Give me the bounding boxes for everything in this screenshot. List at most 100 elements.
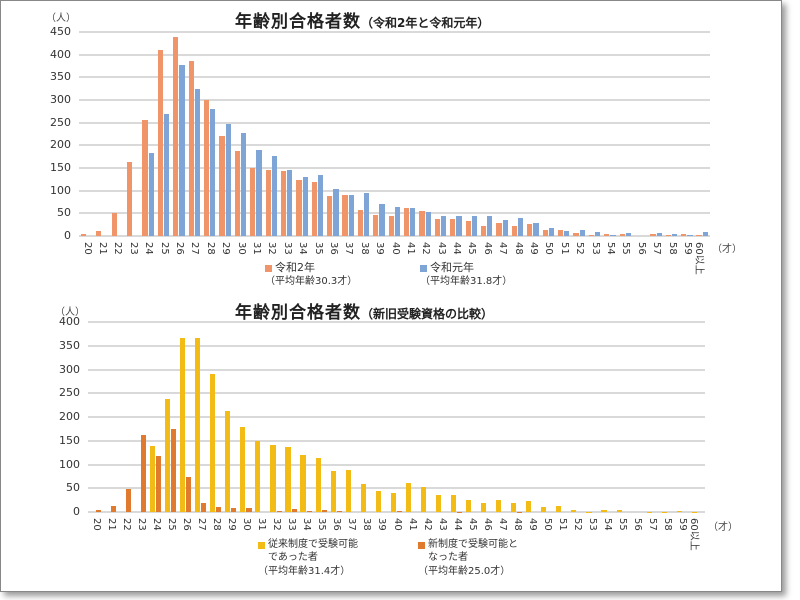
legend-swatch-icon (265, 264, 272, 272)
x-unit-label: （才） (708, 522, 738, 533)
legend-swatch-icon (258, 541, 265, 549)
x-tick-label: 59 (677, 518, 689, 531)
gridline (79, 99, 710, 101)
gridline (88, 463, 705, 466)
bar (111, 213, 117, 236)
bar (210, 108, 216, 236)
legend-series-1: 令和2年 （平均年齢30.3才） (265, 261, 358, 287)
gridline (88, 487, 705, 490)
x-tick-label: 20 (90, 518, 102, 531)
bar (256, 149, 262, 236)
gridline (79, 121, 710, 124)
bar (481, 502, 487, 512)
x-tick-label: 44 (451, 518, 463, 531)
x-tick-label: 46 (481, 518, 493, 531)
bar (646, 511, 652, 513)
x-tick-label: 48 (511, 518, 523, 531)
bar (375, 490, 381, 512)
bar (270, 445, 276, 512)
bar (594, 232, 601, 236)
y-tick-label: 150 (50, 161, 71, 174)
bar (179, 64, 185, 236)
bar (95, 509, 102, 512)
bar (306, 511, 312, 513)
y-tick-label: 150 (59, 433, 80, 447)
bar (390, 492, 396, 512)
y-tick-label: 0 (73, 505, 80, 518)
x-tick-label: 60以上 (688, 518, 700, 551)
bar (542, 229, 548, 236)
bar (441, 216, 447, 236)
y-tick-label: 50 (66, 481, 80, 495)
x-tick-label: 36 (331, 518, 343, 531)
bar (96, 230, 102, 236)
bar (396, 511, 402, 513)
x-tick-label: 35 (316, 518, 328, 531)
x-tick-label: 49 (526, 518, 538, 531)
bar (456, 215, 462, 236)
bar (526, 500, 532, 512)
y-tick-label: 300 (59, 362, 80, 376)
x-unit-label: （才） (712, 244, 742, 255)
bar (465, 220, 471, 236)
bar (321, 510, 327, 512)
bar (296, 180, 302, 236)
bar (141, 434, 147, 512)
x-tick-label: 45 (466, 518, 478, 531)
x-tick-label: 26 (180, 518, 192, 531)
bar (148, 153, 154, 236)
gridline (79, 144, 710, 147)
bar (518, 217, 524, 236)
bar (317, 174, 324, 236)
x-tick-label: 31 (256, 518, 268, 531)
x-tick-label: 37 (346, 518, 358, 531)
x-tick-label: 57 (647, 518, 659, 531)
bar (511, 226, 517, 236)
bar (457, 511, 463, 513)
y-tick-label: 450 (50, 25, 71, 38)
bar (333, 188, 339, 236)
bar (556, 506, 562, 512)
gridline (79, 235, 710, 237)
bar (231, 508, 237, 512)
gridline (79, 189, 710, 192)
gridline (79, 31, 710, 33)
bar (681, 234, 687, 236)
bar (285, 447, 291, 512)
x-tick-label: 22 (120, 518, 132, 531)
bar (517, 511, 523, 513)
x-tick-label: 54 (602, 518, 614, 531)
y-tick-label: 200 (59, 410, 80, 423)
bar (188, 61, 194, 236)
bar (471, 215, 478, 236)
bar (195, 338, 201, 512)
bar (434, 219, 441, 236)
x-tick-label: 42 (421, 518, 433, 531)
x-tick-label: 38 (361, 518, 373, 531)
bar (330, 471, 336, 512)
x-tick-label: 34 (301, 518, 313, 531)
legend-swatch-icon (420, 264, 427, 272)
bar (527, 223, 533, 236)
bar (171, 429, 177, 512)
x-tick-label: 51 (557, 518, 569, 531)
y-tick-label: 250 (50, 115, 71, 129)
bar (336, 511, 342, 513)
chart-title: 年齢別合格者数（新旧受験資格の比較） (235, 298, 493, 323)
bar (656, 233, 662, 236)
gridline (79, 167, 710, 169)
bar (291, 509, 297, 512)
bar (625, 233, 631, 236)
legend-swatch-icon (418, 541, 425, 549)
x-tick-label: 41 (406, 518, 418, 531)
bar (388, 216, 394, 236)
bar (564, 230, 570, 236)
gridline (79, 53, 710, 56)
y-tick-label: 400 (50, 47, 71, 61)
bar (225, 124, 231, 236)
y-tick-label: 300 (50, 93, 71, 106)
chart-top: 年齢別合格者数（令和2年と令和元年） （人） （才） 令和2年 （平均年齢30.… (0, 0, 780, 295)
bar (435, 494, 442, 512)
title-main: 年齢別合格者数 (235, 303, 361, 323)
bar (671, 233, 678, 236)
